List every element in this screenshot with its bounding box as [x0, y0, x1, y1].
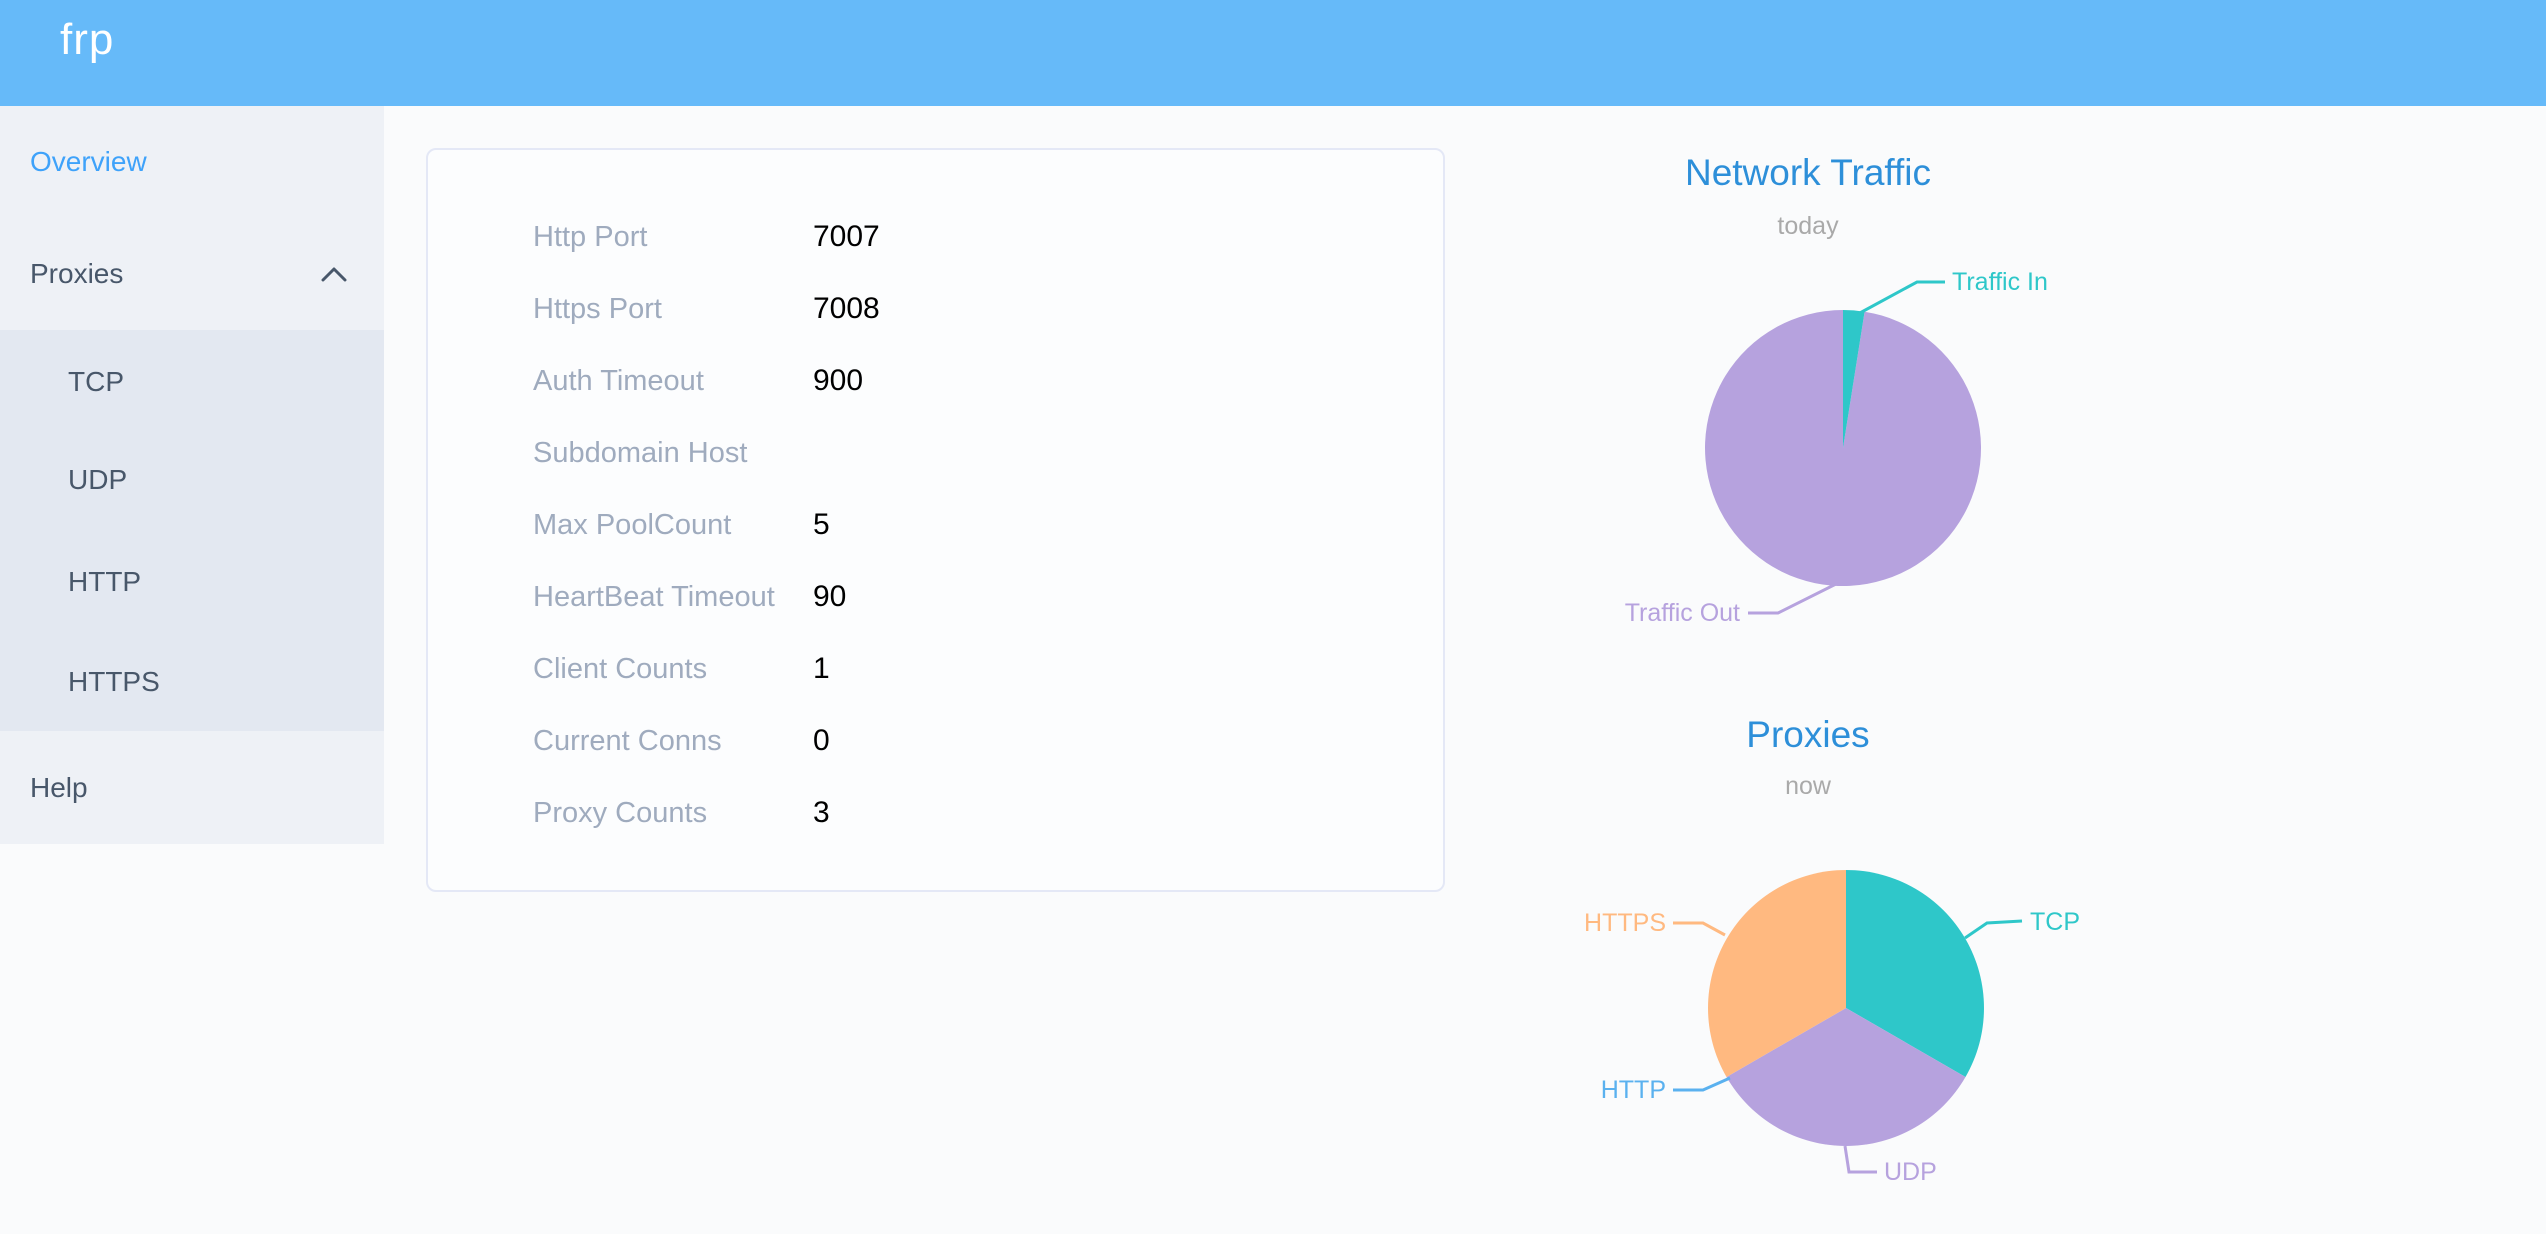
info-row-auth-timeout: Auth Timeout 900	[428, 345, 1443, 417]
pie-slice-https[interactable]	[1708, 870, 1846, 1077]
proxies-subtitle: now	[1785, 772, 1831, 800]
info-value: 5	[813, 508, 830, 541]
pie-label-udp: UDP	[1884, 1158, 1937, 1186]
label-line	[1673, 1076, 1731, 1092]
info-row-client-counts: Client Counts 1	[428, 633, 1443, 705]
info-value: 7007	[813, 220, 880, 253]
sidebar-item-proxies[interactable]: Proxies	[0, 218, 384, 330]
sidebar-item-label: HTTP	[68, 566, 142, 597]
pie-label-traffic-in: Traffic In	[1952, 268, 2048, 296]
info-label: Auth Timeout	[533, 364, 704, 397]
sidebar-item-udp[interactable]: UDP	[0, 430, 384, 530]
info-label: Subdomain Host	[533, 436, 748, 469]
sidebar-item-label: Proxies	[30, 258, 124, 289]
server-info-card: Http Port 7007 Https Port 7008 Auth Time…	[426, 148, 1445, 892]
network-traffic-pie-chart: Traffic In Traffic Out	[1625, 268, 2048, 627]
chevron-up-icon[interactable]	[321, 267, 347, 282]
proxies-title: Proxies	[1746, 714, 1870, 755]
info-value: 0	[813, 724, 830, 757]
sidebar-item-tcp[interactable]: TCP	[0, 332, 384, 432]
pie-label-http: HTTP	[1601, 1076, 1666, 1104]
info-label: HeartBeat Timeout	[533, 580, 775, 613]
info-value: 7008	[813, 292, 880, 325]
network-traffic-title: Network Traffic	[1684, 152, 1932, 193]
proxies-submenu: TCP UDP HTTP HTTPS	[0, 330, 384, 731]
sidebar-item-overview[interactable]: Overview	[0, 106, 384, 218]
info-row-subdomain-host: Subdomain Host	[428, 417, 1443, 489]
label-line	[1748, 581, 1839, 615]
info-row-https-port: Https Port 7008	[428, 273, 1443, 345]
info-label: Current Conns	[533, 724, 722, 757]
sidebar-item-label: HTTPS	[68, 666, 160, 697]
info-row-heartbeat-timeout: HeartBeat Timeout 90	[428, 561, 1443, 633]
info-row-http-port: Http Port 7007	[428, 201, 1443, 273]
label-line	[1843, 1145, 1877, 1174]
proxies-pie-chart: TCP HTTPS HTTP UDP	[1584, 870, 2080, 1186]
pie-slice-traffic-out[interactable]	[1705, 310, 1982, 586]
info-label: Client Counts	[533, 652, 708, 685]
sidebar: Overview Proxies TCP UDP HTTP HTTPS Help	[0, 106, 384, 844]
info-value: 1	[813, 652, 830, 685]
pie-label-traffic-out: Traffic Out	[1625, 599, 1740, 627]
label-line	[1673, 921, 1726, 937]
label-line	[1964, 919, 2023, 940]
sidebar-item-label: Overview	[30, 146, 147, 177]
pie-slice-tcp[interactable]	[1846, 870, 1984, 1077]
sidebar-item-label: UDP	[68, 464, 128, 495]
info-row-max-poolcount: Max PoolCount 5	[428, 489, 1443, 561]
info-value: 900	[813, 364, 864, 397]
sidebar-item-label: TCP	[68, 366, 124, 397]
pie-slice-traffic-in[interactable]	[1843, 310, 1865, 448]
network-traffic-subtitle: today	[1777, 212, 1839, 240]
app-header: frp	[0, 0, 2546, 106]
info-row-proxy-counts: Proxy Counts 3	[428, 777, 1443, 849]
info-value: 90	[813, 580, 847, 613]
info-value: 3	[813, 796, 830, 829]
info-label: Proxy Counts	[533, 796, 708, 829]
info-row-current-conns: Current Conns 0	[428, 705, 1443, 777]
sidebar-item-help[interactable]: Help	[0, 731, 384, 844]
sidebar-item-label: Help	[30, 771, 88, 803]
sidebar-item-https[interactable]: HTTPS	[0, 632, 384, 732]
app-logo[interactable]: frp	[60, 15, 115, 64]
pie-slice-udp[interactable]	[1726, 1008, 1966, 1146]
label-line	[1857, 280, 1945, 316]
info-label: Https Port	[533, 292, 662, 325]
sidebar-item-http[interactable]: HTTP	[0, 532, 384, 632]
info-label: Max PoolCount	[533, 508, 732, 541]
pie-label-tcp: TCP	[2030, 908, 2080, 936]
pie-label-https: HTTPS	[1584, 909, 1666, 937]
info-label: Http Port	[533, 220, 648, 253]
